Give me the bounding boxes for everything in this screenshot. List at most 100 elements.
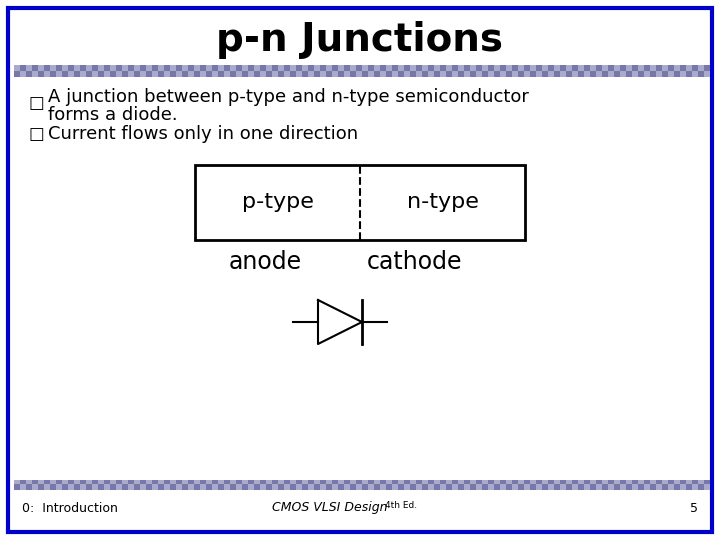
Bar bbox=[194, 484, 200, 490]
Bar bbox=[80, 71, 86, 77]
Bar bbox=[560, 65, 566, 71]
Bar bbox=[380, 484, 386, 490]
Bar bbox=[32, 480, 38, 484]
Bar bbox=[410, 65, 416, 77]
Bar bbox=[698, 71, 704, 77]
Bar bbox=[614, 484, 620, 490]
Bar bbox=[236, 480, 242, 484]
Bar bbox=[56, 71, 62, 77]
Bar bbox=[290, 65, 296, 77]
Bar bbox=[350, 65, 356, 71]
Bar bbox=[404, 71, 410, 77]
Bar bbox=[380, 65, 386, 71]
Bar bbox=[32, 65, 38, 77]
Bar bbox=[542, 65, 548, 71]
Bar bbox=[614, 65, 620, 71]
Bar bbox=[554, 71, 560, 77]
Bar bbox=[518, 484, 524, 490]
Bar bbox=[542, 484, 548, 490]
Bar bbox=[542, 65, 548, 71]
Bar bbox=[428, 484, 434, 490]
Bar bbox=[92, 480, 98, 484]
Bar bbox=[206, 65, 212, 71]
Bar bbox=[230, 71, 236, 77]
Bar bbox=[632, 65, 638, 71]
Bar bbox=[566, 480, 572, 484]
Bar bbox=[86, 65, 92, 77]
Bar bbox=[26, 71, 32, 77]
Bar bbox=[470, 65, 476, 71]
Bar bbox=[320, 65, 326, 77]
Bar bbox=[140, 484, 146, 490]
Bar bbox=[110, 71, 116, 77]
Bar bbox=[500, 71, 506, 77]
Bar bbox=[26, 65, 32, 77]
Bar bbox=[308, 484, 314, 490]
Bar bbox=[584, 484, 590, 490]
Bar bbox=[74, 71, 80, 77]
Bar bbox=[290, 480, 296, 484]
Bar bbox=[584, 65, 590, 77]
Bar bbox=[470, 71, 476, 77]
Bar bbox=[494, 71, 500, 77]
Bar bbox=[278, 65, 284, 71]
Bar bbox=[74, 65, 80, 71]
Bar bbox=[668, 65, 674, 77]
Bar bbox=[602, 484, 608, 490]
Bar bbox=[242, 65, 248, 71]
Bar bbox=[26, 65, 32, 71]
Bar bbox=[14, 71, 20, 77]
Bar bbox=[326, 484, 332, 490]
Bar bbox=[668, 480, 674, 484]
Bar bbox=[182, 65, 188, 71]
Bar bbox=[242, 65, 248, 77]
Bar bbox=[272, 484, 278, 490]
Bar bbox=[110, 65, 116, 71]
Bar bbox=[644, 65, 650, 77]
Bar bbox=[428, 480, 434, 484]
Bar bbox=[692, 480, 698, 484]
Bar bbox=[392, 484, 398, 490]
Bar bbox=[116, 480, 122, 484]
Bar bbox=[212, 65, 218, 71]
Bar bbox=[194, 480, 200, 484]
Bar bbox=[560, 484, 566, 490]
Bar bbox=[644, 71, 650, 77]
Bar bbox=[650, 71, 656, 77]
Bar bbox=[158, 484, 164, 490]
Bar bbox=[638, 480, 644, 484]
Bar bbox=[152, 65, 158, 77]
Bar bbox=[482, 484, 488, 490]
Bar bbox=[548, 65, 554, 71]
Bar bbox=[314, 71, 320, 77]
Bar bbox=[74, 65, 80, 77]
Bar bbox=[224, 65, 230, 77]
Bar bbox=[500, 484, 506, 490]
Bar bbox=[188, 484, 194, 490]
Bar bbox=[314, 65, 320, 71]
Bar bbox=[230, 71, 236, 77]
Bar bbox=[224, 480, 230, 484]
Bar bbox=[50, 71, 56, 77]
Bar bbox=[38, 71, 44, 77]
Bar bbox=[122, 484, 128, 490]
Bar bbox=[20, 65, 26, 77]
Bar bbox=[488, 484, 494, 490]
Bar bbox=[44, 65, 50, 71]
Bar bbox=[428, 65, 434, 77]
Bar bbox=[200, 484, 206, 490]
Bar bbox=[194, 71, 200, 77]
Bar bbox=[134, 71, 140, 77]
Bar bbox=[422, 65, 428, 71]
Bar bbox=[122, 71, 128, 77]
Bar bbox=[614, 65, 620, 77]
Bar bbox=[482, 71, 488, 77]
Bar bbox=[98, 71, 104, 77]
Bar bbox=[422, 65, 428, 71]
Bar bbox=[44, 65, 50, 77]
Bar bbox=[164, 484, 170, 490]
Bar bbox=[506, 65, 512, 77]
Bar bbox=[350, 65, 356, 71]
Bar bbox=[260, 65, 266, 77]
Bar bbox=[110, 484, 116, 490]
